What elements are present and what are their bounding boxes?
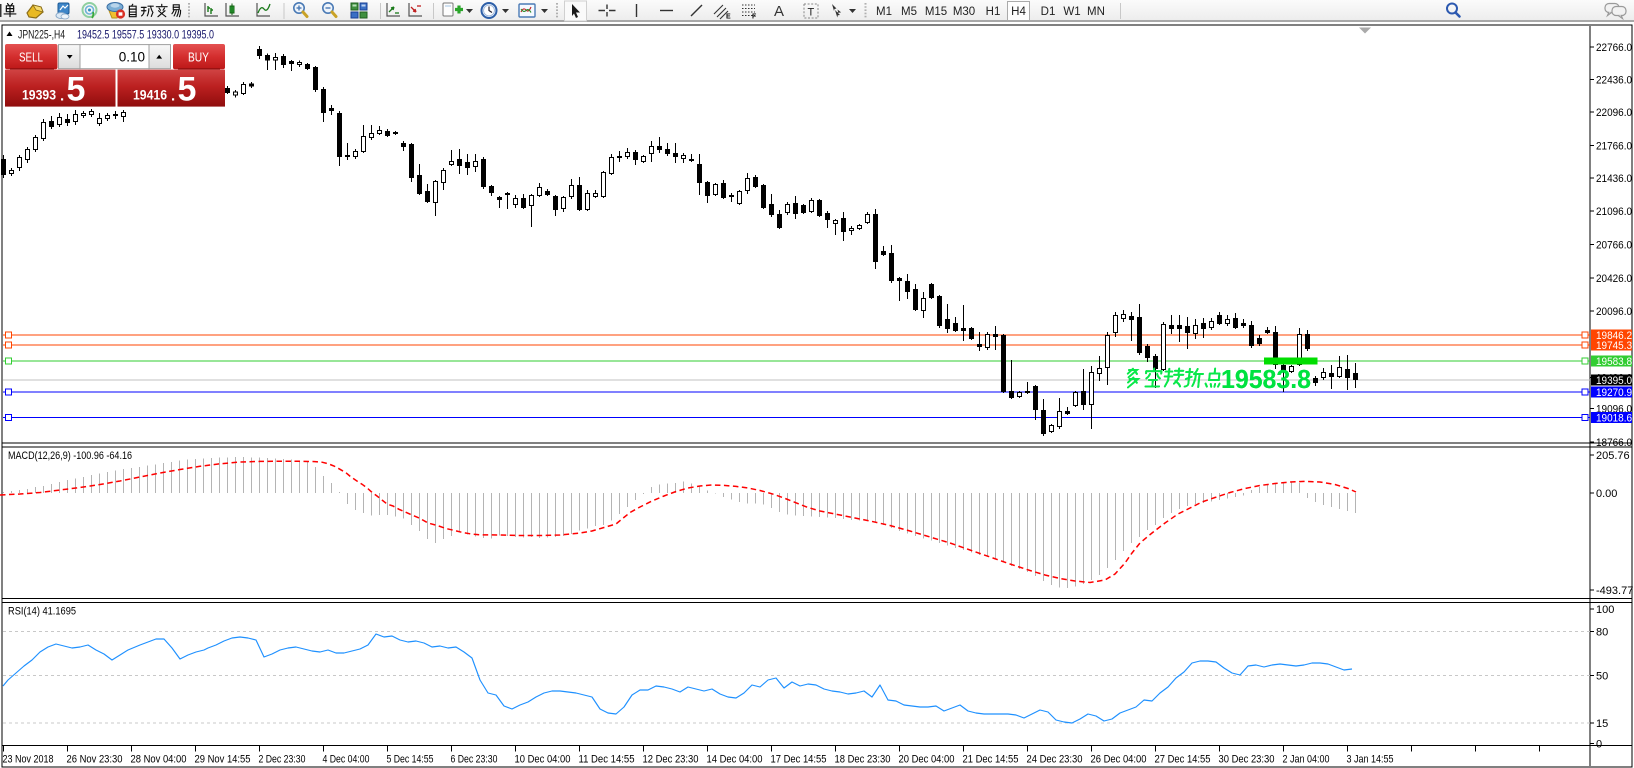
svg-text:21436.0: 21436.0 bbox=[1596, 173, 1632, 185]
svg-text:10 Dec 04:00: 10 Dec 04:00 bbox=[515, 754, 571, 766]
svg-text:A: A bbox=[774, 3, 784, 20]
svg-text:E: E bbox=[726, 14, 731, 21]
svg-text:D1: D1 bbox=[1041, 6, 1056, 18]
svg-text:5 Dec 14:55: 5 Dec 14:55 bbox=[387, 754, 434, 766]
svg-text:24 Dec 23:30: 24 Dec 23:30 bbox=[1027, 754, 1083, 766]
svg-text:19416: 19416 bbox=[133, 88, 167, 103]
svg-text:3 Jan 14:55: 3 Jan 14:55 bbox=[1347, 754, 1394, 766]
svg-text:12 Dec 23:30: 12 Dec 23:30 bbox=[643, 754, 699, 766]
svg-text:11 Dec 14:55: 11 Dec 14:55 bbox=[579, 754, 635, 766]
svg-text:19745.3: 19745.3 bbox=[1596, 340, 1632, 352]
svg-text:19452.5 19557.5 19330.0 19395.: 19452.5 19557.5 19330.0 19395.0 bbox=[77, 28, 214, 42]
svg-text:20096.0: 20096.0 bbox=[1596, 306, 1632, 318]
svg-text:0.00: 0.00 bbox=[1596, 488, 1617, 500]
svg-text:19583.8: 19583.8 bbox=[1221, 364, 1311, 394]
svg-text:JPN225-,H4: JPN225-,H4 bbox=[18, 28, 65, 42]
svg-text:-493.77: -493.77 bbox=[1596, 585, 1633, 597]
svg-text:6 Dec 23:30: 6 Dec 23:30 bbox=[451, 754, 498, 766]
svg-text:14 Dec 04:00: 14 Dec 04:00 bbox=[707, 754, 763, 766]
svg-text:20 Dec 04:00: 20 Dec 04:00 bbox=[899, 754, 955, 766]
svg-text:20766.0: 20766.0 bbox=[1596, 239, 1632, 251]
svg-text:20426.0: 20426.0 bbox=[1596, 273, 1632, 285]
svg-text:205.76: 205.76 bbox=[1596, 450, 1630, 462]
svg-text:M30: M30 bbox=[953, 6, 975, 18]
svg-text:5: 5 bbox=[178, 71, 197, 109]
svg-text:100: 100 bbox=[1596, 604, 1614, 616]
svg-text:26 Dec 04:00: 26 Dec 04:00 bbox=[1091, 754, 1147, 766]
svg-text:5: 5 bbox=[67, 71, 86, 109]
svg-text:17 Dec 14:55: 17 Dec 14:55 bbox=[771, 754, 827, 766]
svg-text:0.10: 0.10 bbox=[119, 50, 145, 65]
svg-text:22766.0: 22766.0 bbox=[1596, 42, 1632, 54]
svg-text:23 Nov 2018: 23 Nov 2018 bbox=[3, 754, 54, 766]
svg-text:30 Dec 23:30: 30 Dec 23:30 bbox=[1219, 754, 1275, 766]
svg-text:T: T bbox=[808, 7, 815, 19]
svg-text:50: 50 bbox=[1596, 670, 1608, 682]
svg-text:22436.0: 22436.0 bbox=[1596, 74, 1632, 86]
svg-text:W1: W1 bbox=[1063, 6, 1080, 18]
svg-text:M15: M15 bbox=[925, 6, 947, 18]
svg-text:F: F bbox=[752, 14, 757, 21]
svg-text:19018.6: 19018.6 bbox=[1596, 412, 1632, 424]
svg-text:SELL: SELL bbox=[19, 50, 43, 65]
svg-text:BUY: BUY bbox=[188, 50, 209, 65]
svg-text:2 Jan 04:00: 2 Jan 04:00 bbox=[1283, 754, 1330, 766]
svg-text:MACD(12,26,9) -100.96 -64.16: MACD(12,26,9) -100.96 -64.16 bbox=[8, 450, 132, 462]
svg-text:H4: H4 bbox=[1011, 6, 1026, 18]
svg-text:0: 0 bbox=[1596, 738, 1602, 750]
svg-text:15: 15 bbox=[1596, 718, 1608, 730]
svg-text:2 Dec 23:30: 2 Dec 23:30 bbox=[259, 754, 306, 766]
svg-text:21766.0: 21766.0 bbox=[1596, 140, 1632, 152]
svg-text:.: . bbox=[60, 88, 64, 105]
svg-text:27 Dec 14:55: 27 Dec 14:55 bbox=[1155, 754, 1211, 766]
svg-text:26 Nov 23:30: 26 Nov 23:30 bbox=[67, 754, 123, 766]
svg-text:22096.0: 22096.0 bbox=[1596, 107, 1632, 119]
svg-text:19846.2: 19846.2 bbox=[1596, 330, 1632, 342]
svg-text:RSI(14) 41.1695: RSI(14) 41.1695 bbox=[8, 606, 76, 618]
svg-text:80: 80 bbox=[1596, 626, 1608, 638]
svg-text:.: . bbox=[171, 88, 175, 105]
svg-text:H1: H1 bbox=[986, 6, 1001, 18]
svg-text:MN: MN bbox=[1087, 6, 1105, 18]
svg-text:19583.8: 19583.8 bbox=[1596, 356, 1632, 368]
svg-text:21 Dec 14:55: 21 Dec 14:55 bbox=[963, 754, 1019, 766]
svg-text:29 Nov 14:55: 29 Nov 14:55 bbox=[195, 754, 251, 766]
svg-text:19583.8: 19583.8 bbox=[1221, 364, 1311, 394]
svg-text:19395.0: 19395.0 bbox=[1596, 375, 1632, 387]
svg-text:21096.0: 21096.0 bbox=[1596, 206, 1632, 218]
svg-text:19393: 19393 bbox=[22, 88, 56, 103]
svg-text:19270.9: 19270.9 bbox=[1596, 387, 1632, 399]
svg-text:M1: M1 bbox=[876, 6, 892, 18]
svg-text:28 Nov 04:00: 28 Nov 04:00 bbox=[131, 754, 187, 766]
svg-text:18 Dec 23:30: 18 Dec 23:30 bbox=[835, 754, 891, 766]
svg-text:4 Dec 04:00: 4 Dec 04:00 bbox=[323, 754, 370, 766]
svg-text:M5: M5 bbox=[901, 6, 917, 18]
